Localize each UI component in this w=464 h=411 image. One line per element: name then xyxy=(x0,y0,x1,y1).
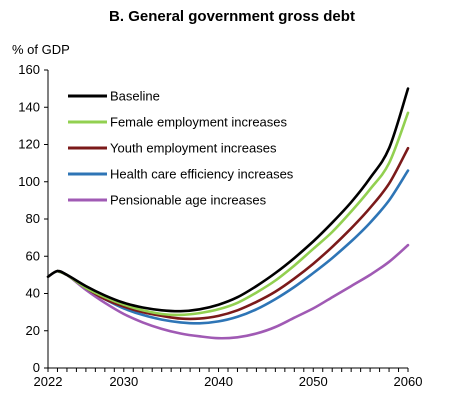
legend-label: Female employment increases xyxy=(110,115,288,130)
y-tick-label: 0 xyxy=(33,360,40,375)
legend-label: Pensionable age increases xyxy=(110,193,267,208)
x-tick-label: 2022 xyxy=(34,374,63,389)
y-tick-label: 60 xyxy=(26,248,40,263)
y-axis-unit-label: % of GDP xyxy=(12,42,70,57)
series-line xyxy=(46,87,410,313)
y-tick-label: 20 xyxy=(26,323,40,338)
legend-label: Youth employment increases xyxy=(110,141,277,156)
series-line xyxy=(56,243,410,340)
x-tick-label: 2040 xyxy=(204,374,233,389)
y-tick-label: 80 xyxy=(26,211,40,226)
y-tick-label: 120 xyxy=(18,137,40,152)
series-line xyxy=(56,146,410,321)
chart-title: B. General government gross debt xyxy=(109,8,355,25)
y-tick-label: 140 xyxy=(18,99,40,114)
x-tick-label: 2050 xyxy=(299,374,328,389)
x-tick-label: 2060 xyxy=(394,374,423,389)
x-tick-label: 2030 xyxy=(109,374,138,389)
legend-label: Baseline xyxy=(110,89,160,104)
series-line xyxy=(56,111,410,317)
y-tick-label: 100 xyxy=(18,174,40,189)
legend-label: Health care efficiency increases xyxy=(110,167,294,182)
y-tick-label: 160 xyxy=(18,62,40,77)
y-tick-label: 40 xyxy=(26,286,40,301)
